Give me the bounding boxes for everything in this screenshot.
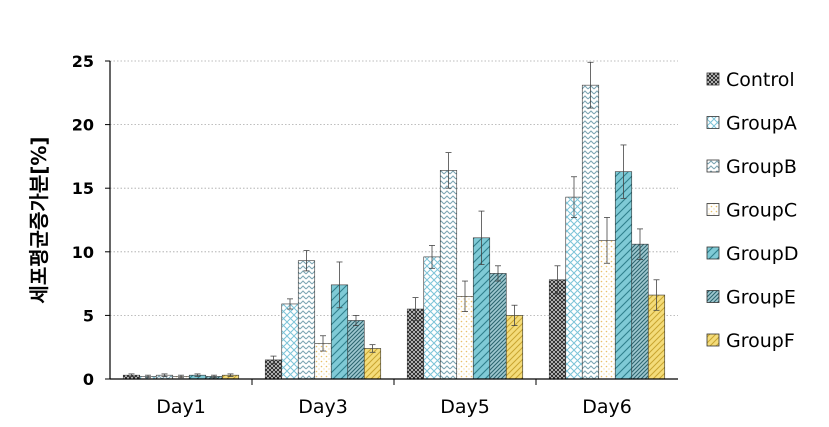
error-bar [211, 374, 217, 379]
error-bar [511, 304, 518, 326]
error-bar [145, 374, 151, 379]
legend-label: GroupD [726, 243, 798, 265]
error-bar [227, 373, 234, 377]
legend-item-groupd: GroupD [706, 243, 798, 265]
y-tick-label: 15 [72, 179, 94, 198]
bar-groupb-day6 [581, 84, 600, 380]
error-bar [194, 373, 201, 377]
legend-label: GroupC [726, 200, 797, 222]
bar-groupa-day5 [423, 256, 441, 380]
x-tick-label: Day5 [440, 396, 490, 418]
y-tick-label: 0 [83, 370, 94, 389]
x-tick-label: Day3 [298, 396, 348, 418]
y-tick-label: 5 [83, 306, 94, 325]
error-bar [303, 250, 310, 272]
bar-groupb-day5 [439, 170, 458, 380]
error-bar [128, 373, 135, 377]
error-bar [587, 61, 594, 109]
legend-label: Control [726, 69, 795, 91]
error-bar [178, 374, 184, 379]
error-bar [429, 245, 435, 269]
error-bar [478, 210, 485, 265]
bar-groupb-day3 [297, 260, 316, 380]
legend-item-groupa: GroupA [706, 113, 797, 135]
error-bar [320, 335, 326, 352]
error-bar [353, 314, 359, 326]
bar-groupa-day3 [281, 303, 299, 380]
y-tick-label: 20 [72, 116, 94, 135]
error-bar [336, 261, 343, 309]
error-bar [571, 176, 577, 218]
error-bar [270, 355, 277, 365]
error-bar [620, 144, 627, 199]
bar-groupa-day6 [565, 196, 583, 380]
y-axis-ticks: 0 5 10 15 20 25 [72, 52, 110, 389]
legend-item-groupc: GroupC [706, 200, 797, 222]
bar-control-day6 [548, 279, 567, 380]
x-tick-label: Day1 [156, 396, 206, 418]
legend-swatch [706, 72, 720, 86]
error-bar [637, 228, 643, 260]
legend-label: GroupF [726, 330, 795, 352]
bars [122, 84, 666, 380]
bar-groupf-day3 [363, 348, 382, 380]
y-tick-label: 25 [72, 52, 94, 71]
legend-swatch [706, 116, 720, 129]
bar-groupe-day6 [631, 243, 649, 380]
legend-label: GroupB [726, 156, 797, 178]
y-tick-label: 10 [72, 243, 94, 262]
legend-item-control: Control [706, 69, 795, 91]
error-bar [369, 344, 376, 353]
legend-item-groupf: GroupF [706, 330, 795, 352]
legend: Control GroupA GroupB GroupC GroupD GroupE Gro… [706, 69, 798, 352]
bar-groupe-day3 [347, 320, 365, 380]
legend-swatch [706, 246, 720, 260]
legend-swatch [706, 333, 720, 347]
error-bar [604, 217, 610, 264]
legend-swatch [706, 290, 720, 303]
error-bar [445, 152, 452, 189]
error-bar [495, 265, 501, 282]
x-axis-ticks: Day1 Day3 Day5 Day6 [156, 379, 632, 418]
error-bars [128, 61, 660, 379]
error-bar [653, 279, 660, 311]
error-bar [462, 280, 468, 312]
legend-item-groupe: GroupE [706, 287, 796, 309]
error-bar [161, 373, 168, 377]
legend-item-groupb: GroupB [706, 156, 797, 178]
y-axis-title: 세포평균증가분[%] [27, 136, 51, 303]
legend-swatch [706, 203, 720, 216]
error-bar [287, 298, 293, 310]
bar-groupd-day6 [614, 171, 633, 380]
bar-groupe-day5 [489, 273, 507, 380]
x-tick-label: Day6 [582, 396, 632, 418]
legend-swatch [706, 159, 720, 173]
error-bar [412, 297, 419, 321]
error-bar [554, 265, 561, 295]
legend-label: GroupA [726, 113, 797, 135]
legend-label: GroupE [726, 287, 796, 309]
